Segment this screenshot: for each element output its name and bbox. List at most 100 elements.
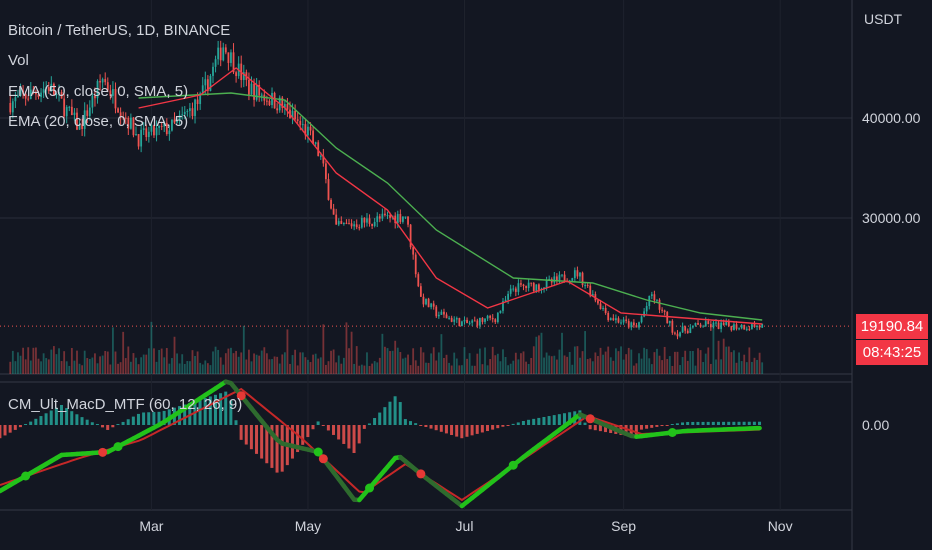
- macd-histogram-bar: [409, 421, 413, 425]
- candle-body: [535, 284, 538, 292]
- candle-body: [471, 320, 474, 323]
- macd-histogram-bar: [188, 402, 192, 425]
- volume-bar: [378, 357, 381, 374]
- candle-body: [745, 328, 748, 330]
- macd-cross-dot: [667, 428, 677, 437]
- candle-body: [52, 83, 55, 95]
- volume-bar: [635, 363, 638, 374]
- candle-body: [422, 296, 425, 305]
- volume-bar: [448, 362, 450, 374]
- candle-body: [124, 117, 127, 119]
- volume-bar: [204, 360, 207, 374]
- candle-body: [730, 326, 733, 331]
- volume-bar: [432, 347, 435, 374]
- candle-body: [147, 131, 150, 138]
- macd-histogram-bar: [501, 425, 505, 427]
- volume-bar: [299, 352, 302, 374]
- candle-body: [617, 318, 620, 323]
- legend-volume[interactable]: Vol: [8, 52, 29, 69]
- volume-bar: [355, 346, 358, 374]
- candle-body: [183, 111, 186, 115]
- volume-bar: [689, 351, 692, 374]
- candle-body: [432, 303, 435, 307]
- volume-bar: [702, 362, 705, 374]
- volume-bar: [491, 346, 494, 374]
- candle-body: [699, 324, 702, 327]
- macd-histogram-bar: [593, 425, 597, 431]
- volume-bar: [94, 353, 96, 374]
- macd-histogram-bar: [301, 425, 305, 445]
- volume-bar: [335, 362, 338, 374]
- candle-body: [342, 222, 345, 225]
- candle-body: [335, 214, 338, 225]
- volume-bar: [17, 352, 19, 374]
- candle-body: [707, 321, 710, 325]
- volume-bar: [507, 365, 510, 374]
- macd-cross-dot: [313, 447, 323, 457]
- volume-bar: [535, 336, 538, 374]
- volume-bar: [645, 349, 648, 374]
- candle-body: [286, 104, 289, 110]
- chart-title[interactable]: Bitcoin / TetherUS, 1D, BINANCE: [8, 22, 231, 39]
- volume-bar: [227, 348, 230, 374]
- volume-bar: [353, 363, 356, 374]
- macd-histogram-bar: [737, 421, 741, 425]
- volume-bar: [630, 349, 633, 374]
- volume-bar: [332, 349, 335, 374]
- legend-ema50[interactable]: EMA (50, close, 0, SMA, 5): [8, 83, 189, 100]
- macd-histogram-bar: [675, 423, 679, 425]
- macd-histogram-bar: [537, 417, 541, 425]
- macd-histogram-bar: [429, 425, 433, 429]
- candle-body: [312, 130, 314, 144]
- volume-bar: [183, 363, 186, 374]
- candle-body: [114, 88, 117, 109]
- macd-histogram-bar: [249, 425, 253, 450]
- candle-body: [653, 294, 656, 301]
- candle-body: [366, 218, 368, 223]
- candle-body: [296, 119, 299, 122]
- volume-bar: [199, 362, 202, 374]
- volume-bar: [530, 357, 533, 374]
- macd-histogram-bar: [106, 425, 110, 430]
- candle-body: [681, 326, 684, 333]
- volume-bar: [627, 347, 630, 374]
- candle-body: [70, 106, 73, 116]
- volume-bar: [720, 359, 723, 374]
- macd-cross-dot: [21, 471, 31, 481]
- candle-body: [260, 94, 263, 96]
- macd-histogram-bar: [162, 410, 166, 425]
- macd-histogram-bar: [34, 418, 38, 425]
- candle-body: [417, 274, 420, 287]
- macd-histogram-bar: [747, 421, 751, 425]
- volume-bar: [566, 356, 569, 374]
- volume-bar: [289, 363, 291, 374]
- macd-histogram-bar: [316, 421, 320, 425]
- macd-cross-dot: [508, 460, 518, 470]
- macd-histogram-bar: [357, 425, 361, 444]
- macd-histogram-bar: [49, 410, 53, 425]
- macd-histogram-bar: [475, 425, 479, 434]
- macd-histogram-bar: [465, 425, 469, 437]
- candle-body: [509, 288, 512, 294]
- candle-body: [32, 89, 35, 93]
- candle-body: [548, 279, 551, 281]
- candle-body: [512, 288, 515, 290]
- volume-bar: [363, 365, 366, 374]
- candle-body: [620, 322, 622, 324]
- macd-histogram-bar: [321, 425, 325, 426]
- volume-bar: [653, 352, 656, 374]
- macd-histogram-bar: [80, 417, 84, 425]
- candle-body: [484, 318, 486, 322]
- volume-bar: [14, 361, 17, 374]
- volume-bar: [52, 346, 55, 374]
- legend-macd[interactable]: CM_Ult_MacD_MTF (60, 12, 26, 9): [8, 396, 243, 413]
- volume-bar: [255, 354, 258, 374]
- volume-bar: [699, 350, 702, 374]
- macd-histogram-bar: [70, 411, 74, 425]
- legend-ema20[interactable]: EMA (20, close, 0, SMA, 5): [8, 113, 189, 130]
- candle-body: [363, 217, 366, 223]
- macd-histogram-bar: [142, 412, 146, 425]
- volume-bar: [589, 358, 592, 374]
- macd-histogram-bar: [527, 419, 531, 425]
